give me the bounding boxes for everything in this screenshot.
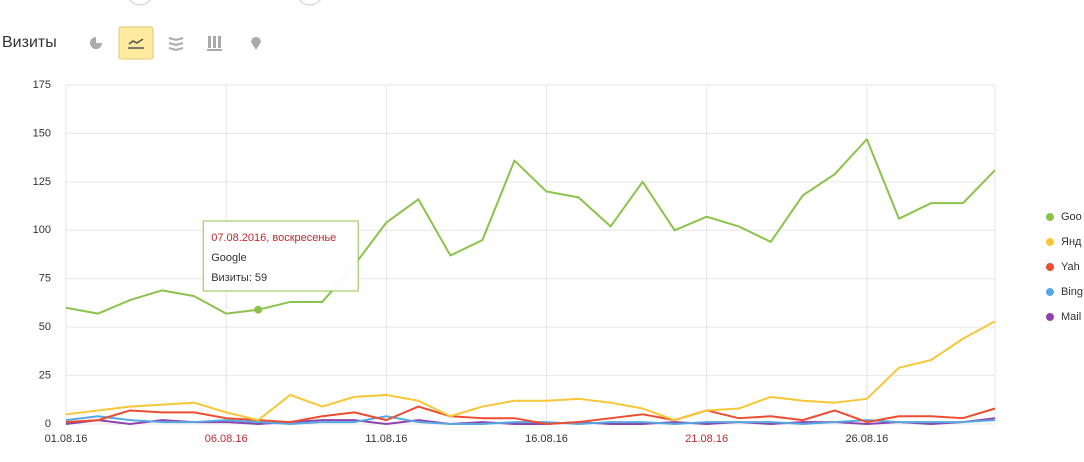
y-tick-label: 0 [45, 418, 51, 430]
pie-icon[interactable] [90, 37, 102, 49]
legend-label: Bing [1061, 286, 1083, 298]
y-tick-label: 25 [39, 369, 51, 381]
x-tick-label: 16.08.16 [525, 433, 568, 445]
legend-marker [1046, 263, 1054, 271]
legend-marker [1046, 288, 1054, 296]
area-icon[interactable] [168, 37, 184, 52]
series-line [65, 138, 996, 315]
legend-marker [1046, 238, 1054, 246]
tooltip [202, 220, 359, 292]
bar-icon[interactable] [208, 36, 211, 48]
legend-label: Янд [1061, 236, 1082, 248]
x-tick-label: 21.08.16 [685, 433, 728, 445]
y-tick-label: 150 [33, 127, 51, 139]
legend-label: Goo [1061, 211, 1082, 223]
tooltip-date: 07.08.2016, воскресенье [211, 232, 336, 244]
y-tick-label: 175 [33, 79, 51, 91]
y-tick-label: 125 [33, 176, 51, 188]
y-tick-label: 50 [39, 321, 51, 333]
tooltip-series: Google [211, 252, 246, 264]
view-icons[interactable] [90, 26, 261, 60]
button[interactable] [127, 0, 153, 6]
y-tick-label: 75 [39, 273, 51, 285]
x-tick-label: 11.08.16 [365, 433, 407, 445]
legend-marker [1046, 213, 1054, 221]
x-tick-label: 06.08.16 [205, 433, 248, 445]
header-title: Визиты [2, 34, 57, 51]
hover-point [254, 305, 263, 314]
series-line [65, 320, 996, 422]
button[interactable] [297, 0, 323, 6]
legend-marker [1046, 313, 1054, 321]
series-line [65, 405, 996, 425]
x-tick-label: 26.08.16 [845, 433, 888, 445]
x-tick-label: 01.08.16 [45, 433, 88, 445]
map-icon[interactable] [251, 37, 261, 50]
y-tick-label: 100 [33, 224, 51, 236]
legend-label: Mail [1061, 311, 1081, 323]
legend-label: Yah [1061, 261, 1080, 273]
tooltip-value: Визиты: 59 [211, 272, 267, 284]
